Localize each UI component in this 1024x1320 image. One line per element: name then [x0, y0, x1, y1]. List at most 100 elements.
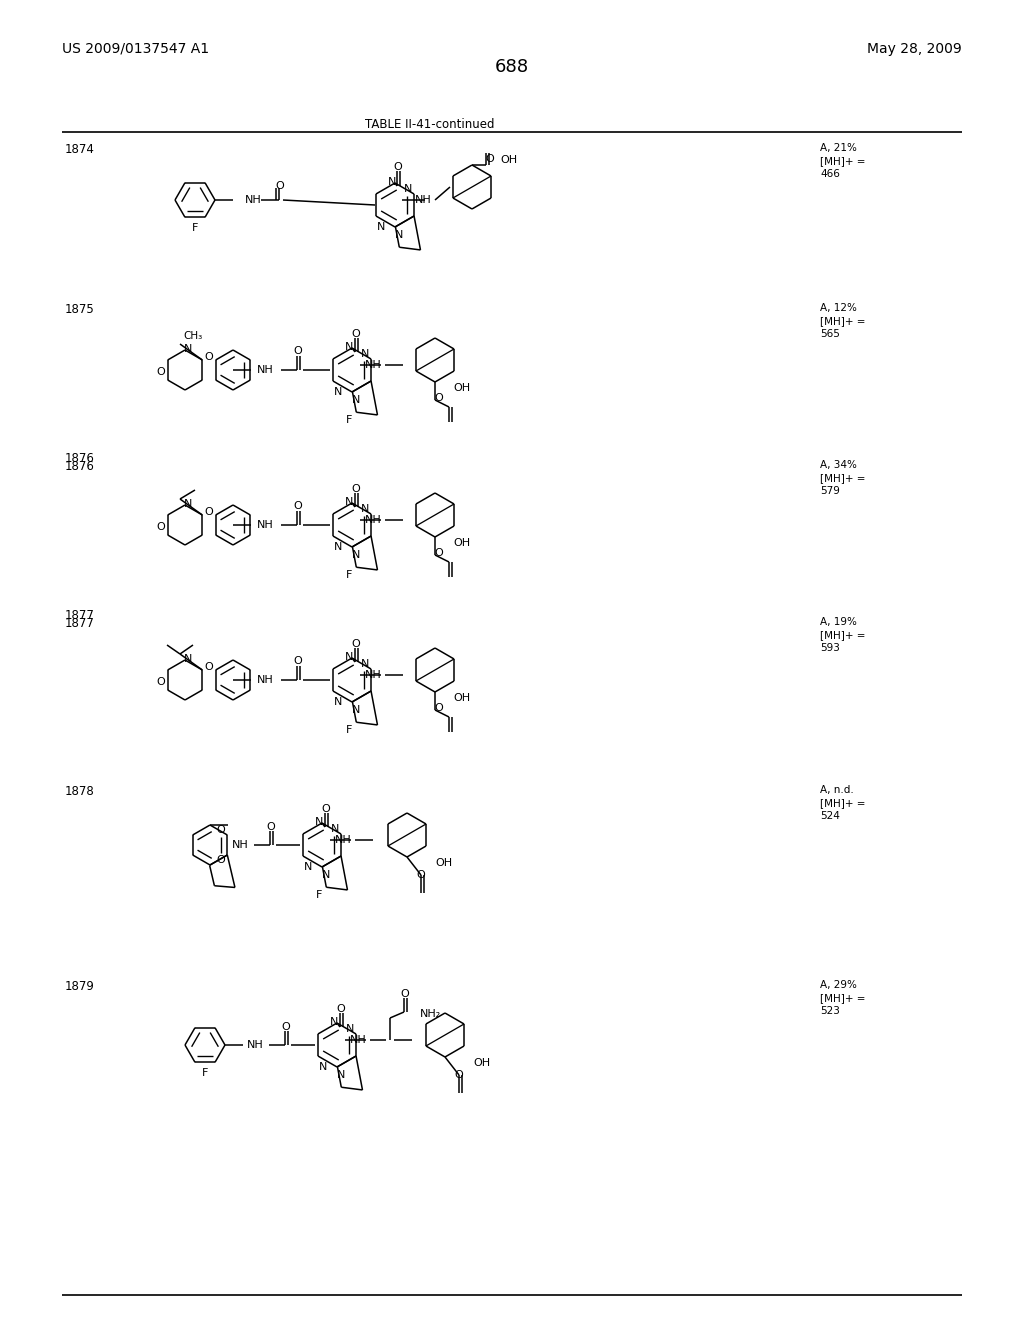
Text: O: O	[266, 822, 275, 832]
Text: 1875: 1875	[65, 304, 95, 315]
Text: 523: 523	[820, 1006, 840, 1016]
Text: NH: NH	[257, 366, 273, 375]
Text: N: N	[360, 348, 370, 359]
Text: [MH]+ =: [MH]+ =	[820, 993, 865, 1003]
Text: F: F	[346, 414, 352, 425]
Text: N: N	[377, 222, 385, 232]
Text: N: N	[322, 870, 330, 880]
Text: OH: OH	[473, 1059, 490, 1068]
Text: N: N	[345, 652, 353, 663]
Text: 1877: 1877	[65, 609, 95, 622]
Text: N: N	[334, 543, 342, 552]
Text: NH: NH	[335, 836, 351, 845]
Text: OH: OH	[435, 858, 453, 869]
Text: O: O	[485, 154, 495, 164]
Text: May 28, 2009: May 28, 2009	[867, 42, 962, 55]
Text: N: N	[360, 659, 370, 669]
Text: O: O	[400, 989, 410, 999]
Text: 1876: 1876	[65, 451, 95, 465]
Text: NH: NH	[257, 520, 273, 531]
Text: [MH]+ =: [MH]+ =	[820, 156, 865, 166]
Text: O: O	[157, 367, 165, 378]
Text: N: N	[330, 1016, 338, 1027]
Text: O: O	[434, 548, 443, 558]
Text: O: O	[351, 329, 360, 339]
Text: N: N	[334, 697, 342, 708]
Text: NH: NH	[231, 840, 249, 850]
Text: OH: OH	[500, 154, 517, 165]
Text: N: N	[334, 387, 342, 397]
Text: NH: NH	[247, 1040, 263, 1049]
Text: O: O	[282, 1022, 291, 1032]
Text: F: F	[346, 725, 352, 735]
Text: NH: NH	[415, 195, 432, 205]
Text: N: N	[345, 342, 353, 352]
Text: N: N	[346, 1024, 354, 1034]
Text: O: O	[275, 181, 285, 191]
Text: TABLE II-41-continued: TABLE II-41-continued	[366, 117, 495, 131]
Text: NH: NH	[365, 360, 381, 370]
Text: N: N	[314, 817, 324, 828]
Text: O: O	[393, 162, 402, 172]
Text: O: O	[417, 870, 425, 880]
Text: NH: NH	[365, 671, 381, 680]
Text: N: N	[388, 177, 396, 187]
Text: O: O	[294, 656, 302, 667]
Text: F: F	[191, 223, 199, 234]
Text: O: O	[351, 484, 360, 494]
Text: A, 12%: A, 12%	[820, 304, 857, 313]
Text: O: O	[157, 677, 165, 686]
Text: A, 21%: A, 21%	[820, 143, 857, 153]
Text: O: O	[322, 804, 331, 814]
Text: O: O	[351, 639, 360, 649]
Text: N: N	[352, 550, 360, 560]
Text: O: O	[434, 704, 443, 713]
Text: O: O	[294, 346, 302, 356]
Text: 1874: 1874	[65, 143, 95, 156]
Text: 524: 524	[820, 810, 840, 821]
Text: N: N	[352, 705, 360, 715]
Text: 565: 565	[820, 329, 840, 339]
Text: N: N	[337, 1071, 345, 1080]
Text: 1876: 1876	[65, 459, 95, 473]
Text: US 2009/0137547 A1: US 2009/0137547 A1	[62, 42, 209, 55]
Text: N: N	[331, 824, 339, 834]
Text: NH: NH	[245, 195, 262, 205]
Text: [MH]+ =: [MH]+ =	[820, 315, 865, 326]
Text: NH: NH	[365, 515, 381, 525]
Text: NH: NH	[257, 675, 273, 685]
Text: OH: OH	[453, 383, 470, 393]
Text: N: N	[352, 395, 360, 405]
Text: N: N	[184, 653, 193, 664]
Text: O: O	[205, 507, 213, 517]
Text: 579: 579	[820, 486, 840, 496]
Text: F: F	[315, 890, 323, 900]
Text: CH₃: CH₃	[183, 331, 203, 341]
Text: N: N	[345, 498, 353, 507]
Text: OH: OH	[453, 693, 470, 704]
Text: 688: 688	[495, 58, 529, 77]
Text: A, n.d.: A, n.d.	[820, 785, 854, 795]
Text: F: F	[202, 1068, 208, 1078]
Text: O: O	[294, 502, 302, 511]
Text: 593: 593	[820, 643, 840, 653]
Text: [MH]+ =: [MH]+ =	[820, 473, 865, 483]
Text: NH: NH	[349, 1035, 367, 1045]
Text: 466: 466	[820, 169, 840, 180]
Text: N: N	[403, 183, 413, 194]
Text: OH: OH	[453, 539, 470, 548]
Text: O: O	[216, 825, 225, 836]
Text: N: N	[318, 1063, 328, 1072]
Text: O: O	[205, 352, 213, 362]
Text: F: F	[346, 570, 352, 579]
Text: O: O	[157, 521, 165, 532]
Text: 1878: 1878	[65, 785, 95, 799]
Text: N: N	[395, 230, 403, 240]
Text: A, 34%: A, 34%	[820, 459, 857, 470]
Text: N: N	[304, 862, 312, 873]
Text: 1877: 1877	[65, 616, 95, 630]
Text: O: O	[216, 855, 225, 865]
Text: O: O	[455, 1071, 464, 1080]
Text: A, 29%: A, 29%	[820, 979, 857, 990]
Text: N: N	[184, 345, 193, 354]
